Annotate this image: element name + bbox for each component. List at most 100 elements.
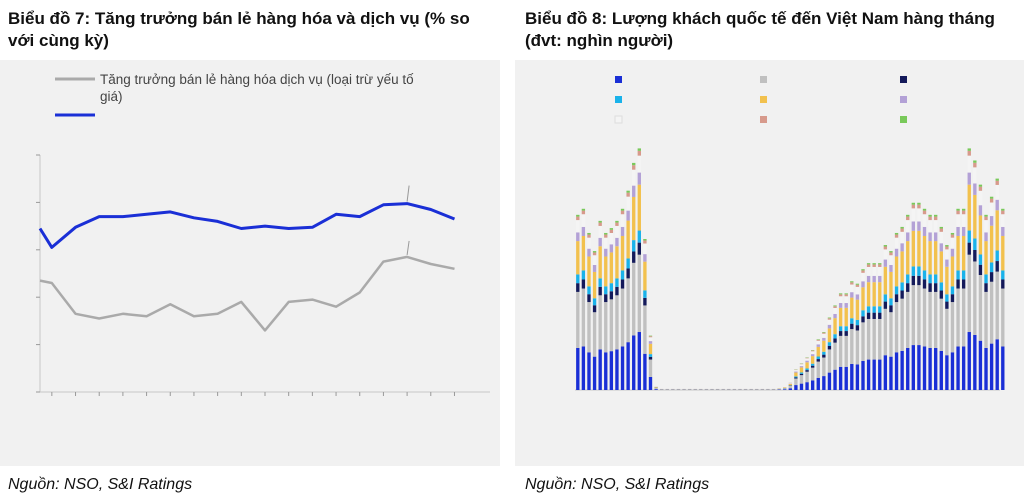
bar-segment-europe: [989, 202, 994, 217]
bar-segment-europe: [794, 370, 798, 372]
bar-segment-australia: [581, 210, 586, 215]
bar-segment-usa: [587, 248, 591, 257]
bar-segment-taiwan: [978, 254, 983, 265]
bar-segment-usa: [889, 264, 893, 272]
bar-segment-korea: [950, 352, 955, 390]
bar-segment-taiwan: [838, 326, 843, 332]
bar-segment-other-asia: [967, 184, 971, 231]
bar-segment-usa: [1001, 226, 1005, 236]
bar-segment-china: [592, 312, 597, 357]
bar-segment-australia: [945, 246, 949, 250]
bar-segment-korea: [615, 349, 619, 390]
bar-segment-china: [961, 288, 966, 347]
bar-segment-other-asia: [816, 346, 820, 357]
bar-segment-korea: [788, 388, 792, 390]
bar-segment-other-asia: [850, 297, 854, 319]
bar-segment-taiwan: [604, 286, 608, 295]
bar-segment-china: [945, 308, 949, 356]
retail-growth-chart: Tăng trưởng bán lẻ hàng hóa dịch vụ (loạ…: [36, 72, 490, 396]
bar-segment-china: [604, 302, 608, 353]
bar-segment-korea: [850, 363, 854, 390]
bar-segment-europe: [805, 358, 809, 361]
bar-segment-japan: [928, 283, 932, 292]
bar-segment-korea: [883, 355, 888, 390]
bar-segment-other-asia: [592, 271, 597, 299]
bar-segment-europe: [906, 220, 910, 233]
bar-segment-other-asia: [810, 356, 815, 364]
bar-segment-china: [928, 291, 932, 348]
bar-segment-china: [973, 261, 977, 335]
bar-segment-china: [995, 271, 999, 340]
bar-segment-africa: [995, 178, 999, 181]
bar-segment-taiwan: [615, 278, 619, 287]
bar-segment-australia: [598, 222, 602, 226]
bar-segment-usa: [810, 354, 815, 357]
bar-segment-taiwan: [581, 270, 586, 280]
bar-segment-taiwan: [827, 342, 832, 346]
bar-segment-japan: [838, 331, 843, 336]
bar-segment-china: [576, 291, 580, 348]
bar-segment-australia: [961, 210, 966, 215]
bar-segment-korea: [598, 349, 602, 390]
bar-segment-usa: [844, 303, 848, 308]
bar-segment-taiwan: [609, 283, 614, 292]
bar-segment-korea: [889, 356, 893, 390]
bar-segment-other-asia: [844, 307, 848, 327]
bar-segment-europe: [911, 208, 915, 222]
bar-segment-other-asia: [632, 196, 636, 241]
bar-segment-europe: [816, 340, 820, 345]
bar-segment-europe: [928, 220, 932, 233]
bar-segment-europe: [900, 231, 904, 244]
real-growth-line: [39, 255, 455, 332]
bar-segment-usa: [581, 226, 586, 236]
bar-segment-japan: [872, 312, 876, 319]
bar-segment-china: [822, 357, 826, 377]
bar-segment-africa: [961, 208, 966, 211]
bar-segment-taiwan: [950, 286, 955, 295]
bar-segment-other-asia: [956, 235, 960, 271]
bar-segment-africa: [906, 214, 910, 217]
bar-segment-taiwan: [939, 282, 943, 291]
bar-segment-korea: [626, 342, 630, 390]
bar-segment-other-asia: [822, 340, 826, 352]
bar-segment-usa: [911, 221, 915, 231]
bar-segment-japan: [833, 338, 837, 343]
bar-segment-usa: [827, 324, 832, 329]
bar-segment-europe: [945, 249, 949, 260]
bar-segment-europe: [961, 214, 966, 227]
bar-segment-australia: [1001, 210, 1005, 215]
bar-segment-taiwan: [883, 294, 888, 302]
bar-segment-taiwan: [995, 250, 999, 262]
bar-segment-taiwan: [643, 290, 647, 298]
bar-segment-japan: [950, 294, 955, 303]
bar-segment-australia: [827, 318, 832, 320]
bar-segment-korea: [934, 347, 938, 390]
bar-segment-korea: [794, 385, 798, 390]
bar-segment-usa: [883, 259, 888, 267]
bar-segment-usa: [878, 275, 882, 283]
bar-segment-china: [1001, 288, 1005, 347]
bar-segment-taiwan: [878, 306, 882, 313]
bar-segment-japan: [1001, 279, 1005, 289]
bar-segment-europe: [822, 333, 826, 338]
bar-segment-china: [844, 335, 848, 367]
bar-segment-australia: [626, 192, 630, 197]
bar-segment-usa: [950, 248, 955, 257]
bar-segment-japan: [822, 354, 826, 358]
bar-segment-usa: [956, 226, 960, 236]
bar-segment-korea: [961, 346, 966, 390]
bar-segment-europe: [878, 266, 882, 276]
bar-segment-other-asia: [805, 362, 809, 369]
bar-segment-japan: [604, 294, 608, 303]
bar-segment-australia: [838, 294, 843, 297]
bar-segment-china: [939, 298, 943, 351]
bar-segment-australia: [844, 294, 848, 297]
bar-segment-japan: [805, 370, 809, 372]
bar-segment-usa: [794, 371, 798, 373]
bar-segment-japan: [984, 283, 988, 292]
bar-segment-africa: [989, 196, 994, 199]
bar-segment-africa: [581, 208, 586, 211]
bar-segment-europe: [883, 249, 888, 260]
bar-segment-europe: [598, 225, 602, 238]
bar-segment-europe: [973, 167, 977, 184]
